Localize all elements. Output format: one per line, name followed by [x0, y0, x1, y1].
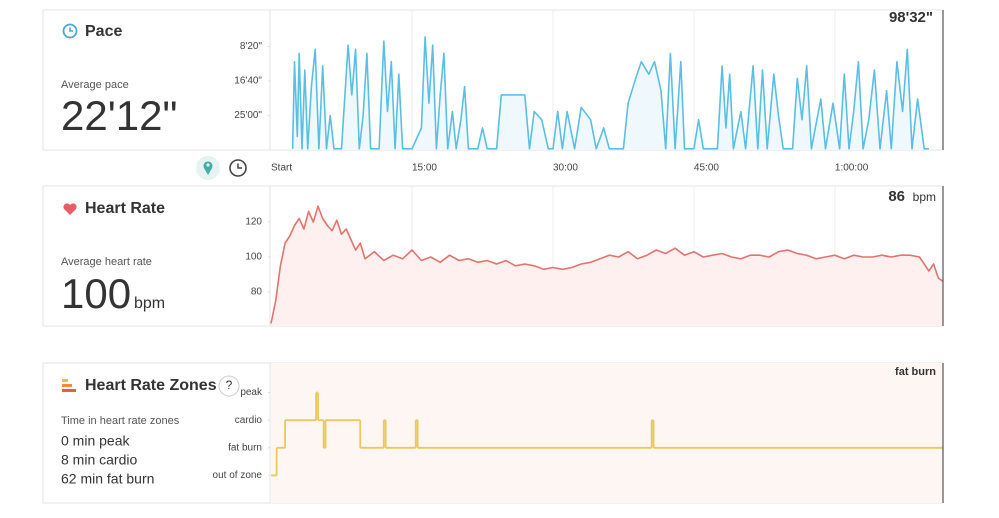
- clock-icon: [62, 23, 78, 39]
- y-tick-label: cardio: [235, 415, 263, 426]
- help-label[interactable]: ?: [226, 378, 233, 392]
- x-tick-label: 1:00:00: [835, 163, 869, 174]
- current-unit: bpm: [913, 190, 936, 204]
- y-tick-label: 100: [245, 252, 262, 263]
- y-tick-label: out of zone: [213, 470, 263, 481]
- summary-label: Average heart rate: [61, 256, 152, 268]
- current-value: 98'32": [889, 9, 933, 26]
- y-tick-label: 8'20": [240, 41, 263, 52]
- panel-title: Pace: [85, 23, 122, 40]
- current-value: fat burn: [895, 366, 936, 378]
- help-button[interactable]: [218, 375, 240, 397]
- summary-label: Average pace: [61, 79, 129, 91]
- panel-title: Heart Rate Zones: [85, 377, 217, 394]
- line: [291, 36, 929, 150]
- summary-value: 100: [61, 270, 131, 317]
- y-tick-label: 16'40": [234, 76, 262, 87]
- zone-icon: [62, 379, 68, 382]
- y-tick-label: 25'00": [234, 110, 262, 121]
- icons: ?: [62, 23, 247, 397]
- x-tick-label: 45:00: [694, 163, 719, 174]
- summary-value: 22'12": [61, 92, 177, 139]
- heart-icon: [63, 203, 77, 215]
- background: [271, 363, 943, 503]
- pace-panel: [42, 9, 944, 151]
- line: [270, 205, 944, 324]
- summary-line: 8 min cardio: [61, 452, 137, 468]
- y-tick-label: fat burn: [228, 442, 262, 453]
- y-tick-label: 80: [251, 287, 263, 298]
- panel-title: Heart Rate: [85, 200, 165, 217]
- x-tick-label: 30:00: [553, 163, 578, 174]
- summary-label: Time in heart rate zones: [61, 415, 180, 427]
- y-tick-label: 120: [245, 217, 262, 228]
- plots: Start 15:00 30:00 45:00 1:00:00 8'20" 16'40" 25…: [213, 10, 944, 503]
- side-texts: Pace Average pace 22'12" 98'32" Heart Ra…: [61, 9, 936, 487]
- summary-line: 0 min peak: [61, 433, 130, 449]
- summary-unit: bpm: [134, 295, 165, 312]
- current-value: 86: [888, 188, 905, 205]
- area: [271, 206, 943, 326]
- map-pin-dot: [206, 163, 210, 167]
- x-tick-label: 15:00: [412, 163, 437, 174]
- zone-icon: [62, 389, 76, 392]
- clock-hands: [237, 163, 242, 169]
- zone-icon: [62, 384, 72, 387]
- map-pin[interactable]: [203, 161, 213, 175]
- clock-button[interactable]: [229, 159, 247, 177]
- y-tick-label: peak: [240, 387, 263, 398]
- x-tick-label: Start: [271, 163, 292, 174]
- clock-hands: [69, 27, 73, 32]
- summary-line: 62 min fat burn: [61, 471, 154, 487]
